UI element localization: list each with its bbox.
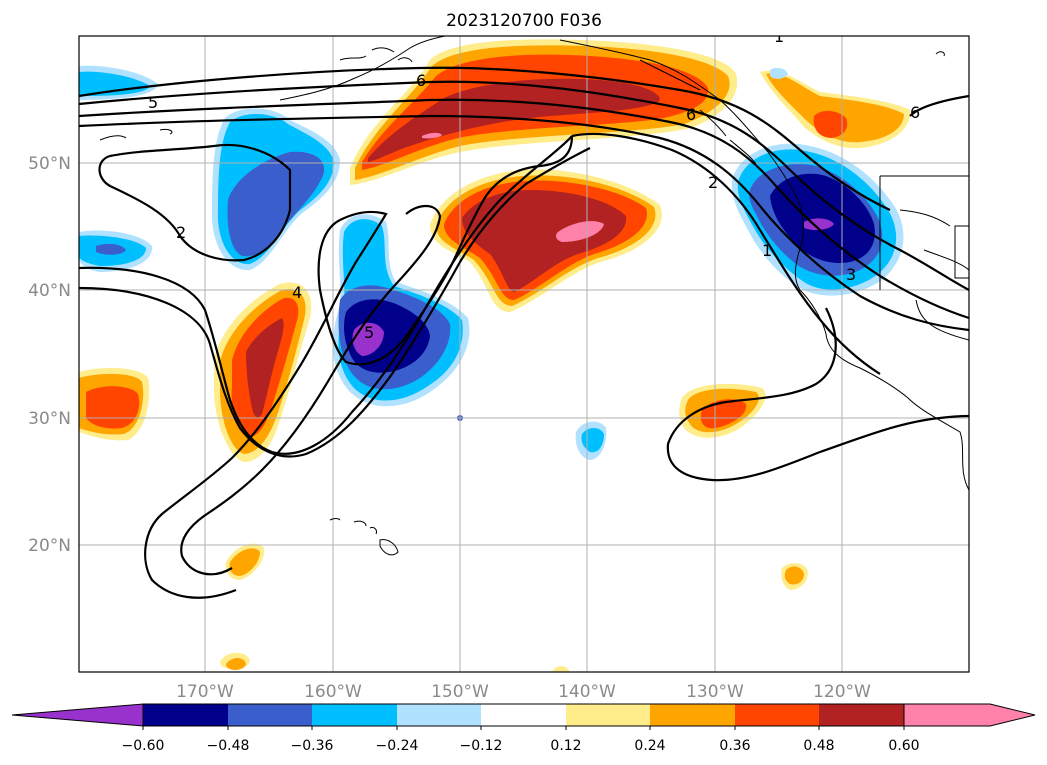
colorbar-swatch: [481, 704, 566, 726]
lon-label: 140°W: [558, 682, 616, 702]
colorbar-swatch: [650, 704, 735, 726]
positive-anomaly-fills: [79, 39, 911, 672]
contour-label: 2: [708, 173, 718, 192]
contour-label: 5: [364, 323, 374, 342]
lon-label: 160°W: [304, 682, 362, 702]
anomaly-fill-pacific-northwest-orangered: [813, 110, 848, 138]
contour-label: 6: [910, 103, 920, 122]
anomaly-fill-patch-20n-orange: [229, 548, 260, 576]
anomaly-fill-patch-10n-right-yellow: [552, 666, 570, 672]
contour-label: 6: [416, 71, 426, 90]
anomaly-fill-central-pacific-darkred: [462, 190, 627, 292]
lat-label: 50°N: [28, 154, 71, 174]
anomaly-fill-top-right-lightblue: [770, 67, 788, 79]
map-panel: 5 6 2 4 5 6 2 1 3 6 1: [79, 27, 969, 672]
colorbar-tick-label: −0.24: [376, 738, 419, 754]
hawaiian-islands: [329, 518, 399, 556]
colorbar-swatch: [143, 704, 228, 726]
colorbar-swatch: [566, 704, 650, 726]
lon-label: 120°W: [813, 682, 871, 702]
lat-label: 30°N: [28, 409, 71, 429]
contour-label: 2: [176, 223, 186, 242]
contour-lines: [79, 66, 969, 599]
anomaly-fill-west-40n-royalblue: [96, 243, 126, 255]
colorbar-tick-label: 0.48: [803, 738, 834, 754]
longitude-labels: 170°W 160°W 150°W 140°W 130°W 120°W: [176, 682, 871, 702]
colorbar-tick-label: −0.48: [207, 738, 250, 754]
alaska-islands: [339, 47, 945, 165]
anomaly-fill-patch-10n-left-orange: [226, 658, 246, 670]
graticule: [79, 36, 969, 672]
colorbar-tick-label: 0.36: [719, 738, 750, 754]
colorbar-swatch: [397, 704, 481, 726]
colorbar-swatch: [819, 704, 904, 726]
lat-label: 20°N: [28, 536, 71, 556]
lat-label: 40°N: [28, 281, 71, 301]
anomaly-fill-nw-trough-royalblue: [227, 151, 325, 257]
colorbar-tick-label: 0.60: [888, 738, 919, 754]
colorbar-swatch: [312, 704, 397, 726]
contour-label: 1: [762, 241, 772, 260]
contour-label: 4: [292, 283, 302, 302]
contour-label: 5: [148, 93, 158, 112]
colorbar-max-extend: [903, 703, 1036, 727]
anomaly-fill-pacific-northwest-orange: [766, 73, 904, 143]
anomaly-fill-gulf-alaska-pink: [422, 132, 442, 139]
contour-label: 6: [686, 105, 696, 124]
map-title: 2023120700 F036: [446, 11, 602, 31]
colorbar-ticks: [142, 726, 905, 730]
anomaly-fill-130w-orangered: [700, 399, 747, 429]
colorbar-tick-label: −0.12: [460, 738, 503, 754]
lon-label: 170°W: [176, 682, 234, 702]
colorbar-swatch: [228, 704, 312, 726]
contour-labels: 5 6 2 4 5 6 2 1 3 6 1: [148, 27, 920, 342]
colorbar-tick-label: −0.36: [291, 738, 334, 754]
contour-label: 1: [774, 27, 784, 46]
anomaly-fill-central-pacific-pink: [555, 221, 604, 242]
colorbar: −0.60 −0.48 −0.36 −0.24 −0.12 0.12 0.24 …: [11, 703, 1036, 754]
lon-label: 150°W: [431, 682, 489, 702]
colorbar-min-extend: [11, 703, 144, 727]
anomaly-fill-subtropical-ridge-darkred: [246, 318, 284, 418]
colorbar-tick-label: −0.60: [122, 738, 165, 754]
colorbar-tick-label: 0.12: [550, 738, 581, 754]
lon-label: 130°W: [686, 682, 744, 702]
anomaly-fill-patch-15n-orange: [784, 566, 804, 585]
contour-label: 3: [846, 265, 856, 284]
anomaly-fill-west-ridge-orangered: [86, 386, 140, 429]
anomaly-fill-far-west-deepskyblue: [79, 71, 150, 96]
colorbar-tick-label: 0.24: [634, 738, 665, 754]
latitude-labels: 50°N 40°N 30°N 20°N: [28, 154, 71, 556]
colorbar-swatch: [735, 704, 819, 726]
map-frame: [78, 35, 970, 673]
